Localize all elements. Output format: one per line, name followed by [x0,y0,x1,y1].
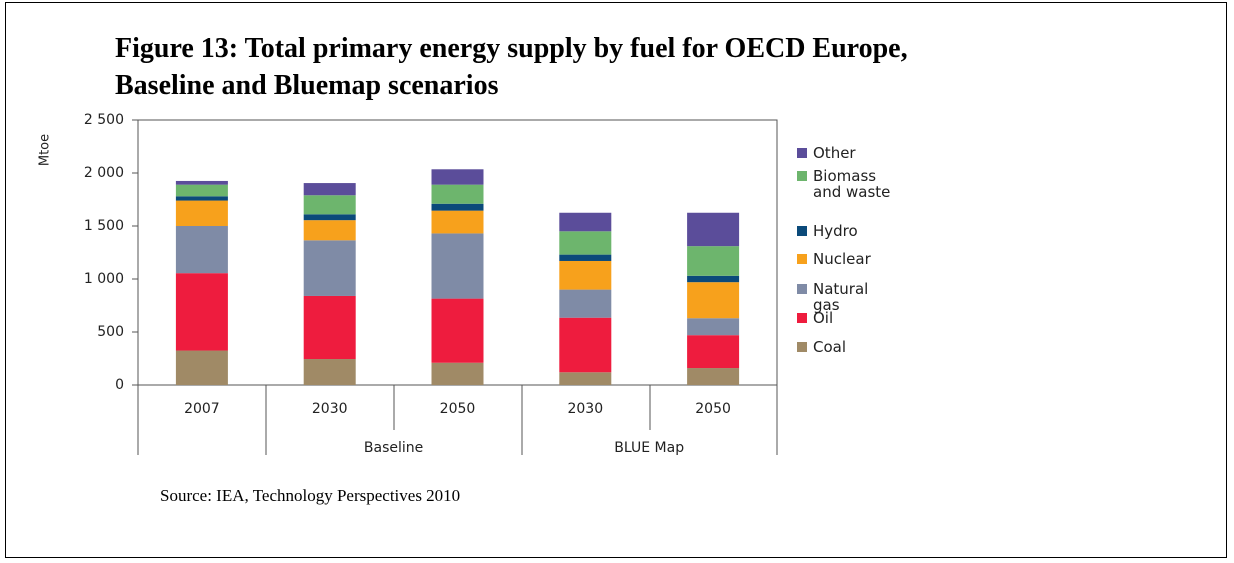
bar-segment [303,240,356,296]
bar-segment [175,180,228,185]
legend-item: Natural gas [797,281,893,313]
legend-swatch [797,284,807,294]
bar-segment [687,275,740,283]
legend-swatch [797,148,807,158]
legend-label: Oil [813,309,834,327]
bar-segment [687,246,740,276]
bar-segment [175,184,228,197]
legend-swatch [797,313,807,323]
bar-segment [175,273,228,351]
bar-segment [303,195,356,215]
bar-segment [559,254,612,261]
bar-segment [687,282,740,319]
bar-segment [303,359,356,385]
bar-segment [303,214,356,221]
bar-segment [431,184,484,204]
bar-segment [687,368,740,385]
legend-item: Hydro [797,223,893,239]
legend-item: Other [797,145,893,161]
legend-item: Coal [797,339,893,355]
y-tick-label: 2 000 [84,165,124,181]
legend-swatch [797,342,807,352]
legend-item: Biomass and waste [797,168,893,200]
x-tick-label: 2007 [184,401,220,417]
bar-segment [431,203,484,211]
legend-label: Nuclear [813,250,871,268]
bar-segment [431,169,484,185]
bar-segment [175,350,228,385]
bar-segment [431,233,484,299]
bar-segment [303,183,356,196]
bar-segment [175,226,228,274]
bar-segment [559,212,612,232]
x-tick-label: 2030 [567,401,603,417]
x-tick-label: 2030 [312,401,348,417]
source: Source: IEA, Technology Perspectives 201… [160,486,461,505]
x-tick-label: 2050 [695,401,731,417]
bar-segment [559,260,612,290]
y-tick-label: 500 [97,324,124,340]
bar-segment [559,317,612,373]
bar-segment [303,295,356,360]
y-tick-label: 2 500 [84,112,124,128]
y-axis-label: Mtoe [38,134,53,166]
legend-label: Hydro [813,222,858,240]
bar-segment [687,318,740,336]
y-tick-label: 1 000 [84,271,124,287]
bar-segment [431,362,484,385]
legend-item: Nuclear [797,251,893,267]
bar-segment [175,196,228,201]
group-label: Baseline [364,440,423,456]
legend-label: Other [813,144,856,162]
group-label: BLUE Map [614,440,684,456]
bar-segment [687,212,740,247]
chart-title: Figure 13: Total primary energy supply b… [115,33,908,101]
bar-segment [431,298,484,363]
bar-segment [687,335,740,369]
legend-label: Biomass and waste [813,167,891,201]
bar-segment [559,372,612,385]
bar-segment [303,220,356,241]
y-tick-label: 0 [115,377,124,393]
legend-item: Oil [797,310,893,326]
bar-segment [559,231,612,255]
legend-swatch [797,226,807,236]
x-tick-label: 2050 [440,401,476,417]
legend-swatch [797,254,807,264]
frame [5,2,1227,558]
legend-swatch [797,171,807,181]
y-tick-label: 1 500 [84,218,124,234]
legend-label: Natural gas [813,280,869,314]
legend-label: Coal [813,338,847,356]
bar-segment [431,210,484,234]
bar-segment [175,200,228,226]
bar-segment [559,289,612,318]
